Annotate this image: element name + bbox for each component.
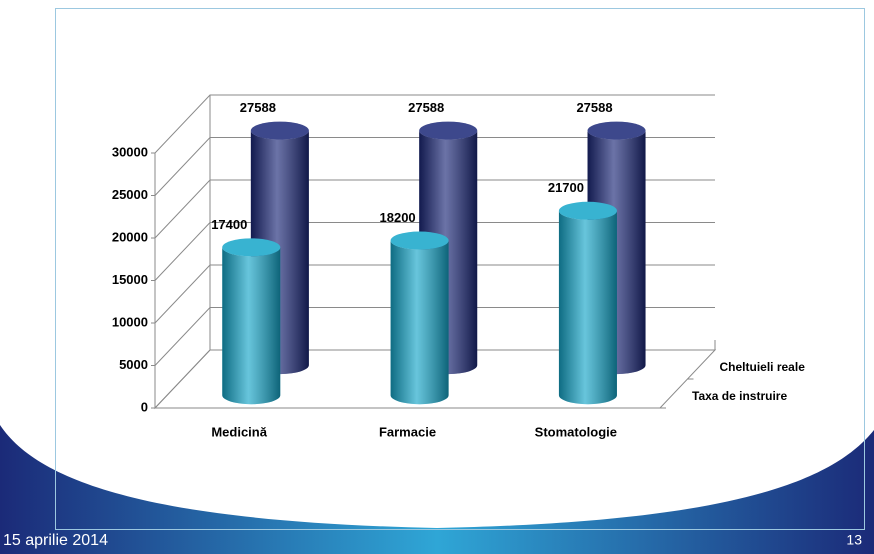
legend-label: Cheltuieli reale <box>720 360 806 374</box>
value-label: 18200 <box>380 210 416 225</box>
cylinder-top-shine <box>419 121 478 140</box>
cylinder-top-shine <box>587 121 646 140</box>
cylinder-top <box>419 121 478 140</box>
grid-line <box>154 222 715 281</box>
value-label: 27588 <box>408 100 444 115</box>
cylinder-top <box>222 238 281 257</box>
x-tick-label: Medicină <box>211 424 267 439</box>
grid-line <box>154 137 715 196</box>
y-tick-label: 30000 <box>112 144 148 159</box>
chart: 0 5000 10000 15000 20000 25000 30000 Medicină Fa… <box>112 94 806 439</box>
cylinder-top <box>250 121 309 140</box>
cylinder-top <box>558 201 617 220</box>
cylinder-shine <box>222 247 281 405</box>
footer-date: 15 aprilie 2014 <box>3 532 108 549</box>
value-label: 21700 <box>548 180 584 195</box>
cylinder-shine <box>390 240 449 405</box>
grid-line <box>154 94 715 154</box>
chart-frame <box>55 8 865 530</box>
grid-line <box>154 179 715 239</box>
value-label: 27588 <box>576 100 612 115</box>
y-tick-label: 0 <box>141 399 148 414</box>
grid-line <box>154 307 715 366</box>
cylinder-top-shine <box>558 201 617 220</box>
y-tick-label: 20000 <box>112 229 148 244</box>
value-label: 17400 <box>211 217 247 232</box>
x-tick-label: Stomatologie <box>535 424 617 439</box>
y-tick-label: 25000 <box>112 187 148 202</box>
cylinder-top <box>587 121 646 140</box>
grid-line <box>154 349 715 409</box>
y-tick-label: 10000 <box>112 314 148 329</box>
y-tick-label: 15000 <box>112 272 148 287</box>
legend-label: Taxa de instruire <box>692 389 787 403</box>
value-label: 27588 <box>240 100 276 115</box>
cylinder-top-shine <box>222 238 281 257</box>
cylinder-top-shine <box>250 121 309 140</box>
cylinder-top <box>390 231 449 250</box>
grid-line <box>154 264 715 324</box>
x-tick-label: Farmacie <box>379 424 436 439</box>
cylinder-top-shine <box>390 231 449 250</box>
page-number: 13 <box>846 532 862 548</box>
y-tick-label: 5000 <box>119 357 148 372</box>
cylinder-shine <box>558 210 617 405</box>
